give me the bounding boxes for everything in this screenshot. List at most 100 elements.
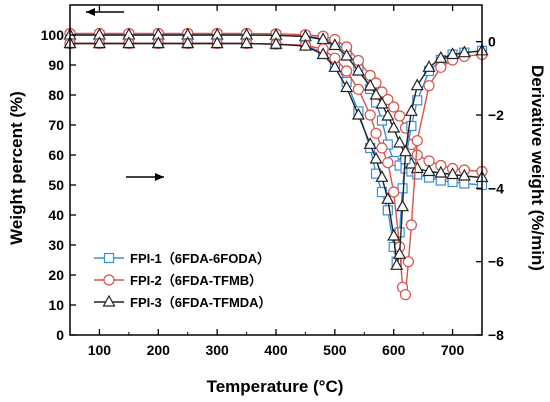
data-point: [457, 168, 471, 181]
data-point: [328, 38, 342, 51]
series-2: [64, 27, 488, 178]
series-6: [63, 36, 489, 270]
data-point: [316, 47, 330, 60]
x-tick-label: 100: [88, 342, 112, 358]
series-line: [70, 34, 483, 186]
legend-label: FPI-1（6FDA-6FODA）: [130, 251, 270, 266]
data-point: [210, 36, 224, 49]
data-point: [151, 36, 165, 49]
legend-item-1: FPI-1（6FDA-6FODA）: [94, 251, 270, 266]
data-point: [375, 96, 389, 109]
data-point: [382, 205, 393, 216]
data-point: [434, 50, 448, 63]
legend-item-3: FPI-3（6FDA-TFMDA）: [94, 294, 272, 310]
series-3: [63, 27, 489, 183]
y-left-tick-label: 60: [48, 147, 64, 163]
data-point: [405, 219, 417, 231]
data-point: [369, 151, 383, 164]
y-left-tick-label: 80: [48, 87, 64, 103]
data-point: [181, 36, 195, 49]
data-point: [387, 228, 401, 241]
data-point: [351, 107, 365, 120]
legend-marker: [103, 252, 115, 264]
data-point: [422, 60, 436, 72]
data-point: [381, 108, 395, 121]
data-point: [457, 45, 471, 58]
data-point: [394, 110, 406, 122]
data-point: [381, 192, 395, 204]
y-right-tick-label: −6: [488, 254, 504, 270]
x-tick-label: 200: [147, 342, 171, 358]
axes-layer: 100 200 300 400 500 600 700 0 10 20 30 40 50 60 70 80 90…: [41, 4, 504, 358]
x-tick-label: 500: [323, 342, 347, 358]
data-point: [396, 199, 410, 212]
data-point: [435, 61, 447, 73]
x-tick-label: 600: [382, 342, 406, 358]
y-right-tick-label: −2: [488, 107, 504, 123]
data-point: [92, 36, 106, 49]
data-point: [341, 65, 353, 77]
left-axis-arrow: [86, 8, 124, 16]
legend-marker: [103, 274, 115, 286]
data-point: [388, 186, 400, 198]
data-point: [402, 256, 415, 268]
y-left-tick-label: 30: [48, 237, 64, 253]
data-point: [411, 135, 423, 147]
y-right-tick-label: −8: [488, 327, 504, 343]
data-point: [397, 183, 408, 194]
data-point: [122, 36, 136, 49]
data-point: [375, 170, 389, 182]
data-point: [412, 95, 423, 106]
series-4: [64, 38, 488, 267]
y-left-tick-label: 40: [48, 207, 64, 223]
x-axis-title: Temperature (°C): [207, 377, 344, 396]
data-point: [422, 164, 436, 177]
x-tick-label: 700: [441, 342, 465, 358]
data-point: [363, 137, 377, 149]
data-point: [390, 258, 404, 270]
data-point: [240, 36, 254, 49]
data-point: [351, 63, 365, 76]
series-layer: [63, 27, 489, 301]
y-left-tick-label: 100: [41, 27, 65, 43]
data-point: [269, 36, 283, 49]
legend: FPI-1（6FDA-6FODA） FPI-2（6FDA-TFMB） FPI-3（6…: [94, 251, 272, 310]
data-point: [352, 83, 364, 95]
data-point: [370, 127, 382, 139]
data-point: [382, 157, 394, 169]
y-left-tick-label: 10: [48, 297, 64, 313]
y-left-tick-label: 50: [48, 177, 64, 193]
series-5: [64, 37, 488, 301]
annotation-layer: [86, 8, 164, 181]
y-left-tick-label: 0: [56, 327, 64, 343]
data-point: [411, 149, 423, 161]
data-point: [446, 47, 460, 60]
data-point: [298, 38, 312, 51]
y-axis-right-title: Derivative weight (%/min): [528, 65, 547, 271]
legend-marker: [102, 294, 116, 307]
data-point: [406, 120, 417, 132]
y-right-tick-label: −4: [488, 180, 504, 196]
y-axis-left-title: Weight percent (%): [7, 91, 26, 245]
legend-label: FPI-2（6FDA-TFMB）: [130, 273, 262, 288]
data-point: [410, 78, 424, 91]
x-tick-label: 400: [264, 342, 288, 358]
data-point: [369, 87, 383, 100]
y-right-tick-label: 0: [488, 34, 496, 50]
data-point: [446, 167, 460, 180]
x-tick-label: 300: [205, 342, 229, 358]
data-point: [340, 48, 354, 61]
data-point: [363, 78, 377, 91]
right-axis-arrow: [126, 173, 164, 181]
data-point: [404, 104, 418, 116]
data-point: [398, 144, 413, 157]
data-point: [410, 161, 424, 174]
data-point: [423, 80, 435, 92]
data-point: [399, 289, 412, 301]
legend-label: FPI-3（6FDA-TFMDA）: [130, 295, 272, 310]
data-point: [393, 135, 407, 148]
y-left-tick-label: 70: [48, 117, 64, 133]
y-left-tick-label: 20: [48, 267, 64, 283]
data-point: [376, 142, 388, 154]
